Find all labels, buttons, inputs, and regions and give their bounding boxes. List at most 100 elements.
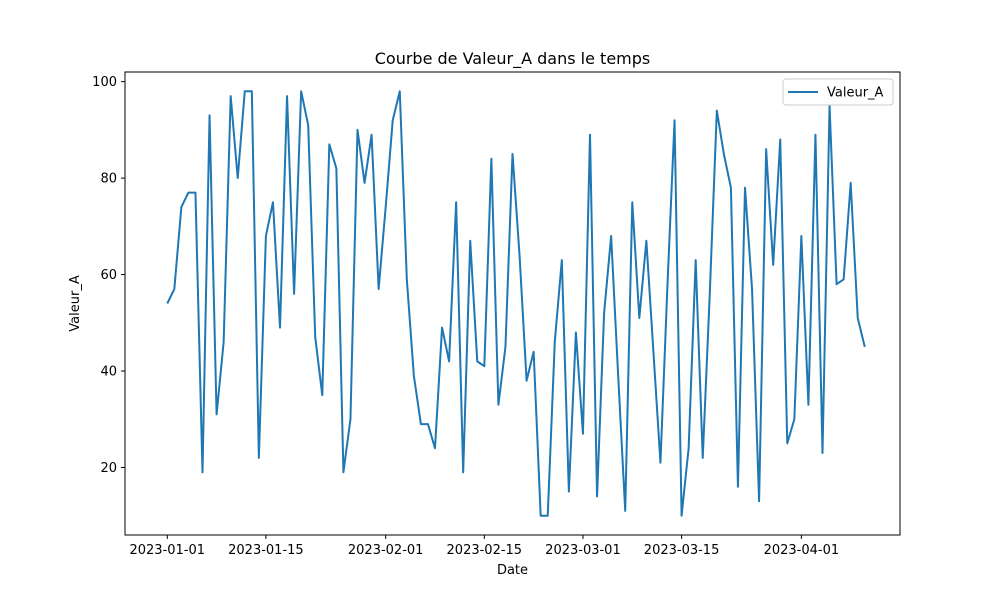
data-point xyxy=(265,235,266,236)
y-tick-label: 40 xyxy=(100,365,117,380)
data-point xyxy=(435,448,436,449)
data-point xyxy=(463,472,464,473)
x-tick-label: 2023-03-15 xyxy=(644,543,720,558)
data-point xyxy=(836,284,837,285)
data-point xyxy=(611,235,612,236)
data-point xyxy=(329,144,330,145)
data-point xyxy=(815,134,816,135)
data-point xyxy=(519,255,520,256)
data-point xyxy=(681,515,682,516)
x-tick-label: 2023-02-15 xyxy=(447,543,523,558)
data-point xyxy=(512,153,513,154)
data-point xyxy=(272,202,273,203)
data-point xyxy=(322,395,323,396)
data-point xyxy=(639,317,640,318)
data-point xyxy=(590,134,591,135)
data-point xyxy=(294,293,295,294)
plot-frame xyxy=(124,71,901,536)
data-point xyxy=(787,443,788,444)
data-point xyxy=(364,182,365,183)
data-point xyxy=(540,515,541,516)
data-point xyxy=(843,279,844,280)
data-point xyxy=(568,491,569,492)
data-point xyxy=(653,351,654,352)
data-point xyxy=(561,260,562,261)
data-point xyxy=(766,149,767,150)
data-point xyxy=(702,457,703,458)
data-point xyxy=(230,96,231,97)
data-point xyxy=(759,501,760,502)
data-point xyxy=(470,240,471,241)
data-point xyxy=(618,375,619,376)
data-point xyxy=(533,351,534,352)
y-axis-label: Valeur_A xyxy=(68,275,83,332)
y-tick-label: 60 xyxy=(100,268,117,283)
data-point xyxy=(547,515,548,516)
data-point xyxy=(442,327,443,328)
data-point xyxy=(526,380,527,381)
x-tick-label: 2023-01-15 xyxy=(228,543,304,558)
data-point xyxy=(343,472,344,473)
data-point xyxy=(371,134,372,135)
data-point xyxy=(674,120,675,121)
data-point xyxy=(406,279,407,280)
x-tick-label: 2023-01-01 xyxy=(129,543,205,558)
data-point xyxy=(604,313,605,314)
data-point xyxy=(773,264,774,265)
data-point xyxy=(350,419,351,420)
data-point xyxy=(801,235,802,236)
data-point xyxy=(864,346,865,347)
data-point xyxy=(695,260,696,261)
data-point xyxy=(174,289,175,290)
data-point xyxy=(597,496,598,497)
data-point xyxy=(723,153,724,154)
data-point xyxy=(378,289,379,290)
data-point xyxy=(554,342,555,343)
data-point xyxy=(258,457,259,458)
x-tick-label: 2023-04-01 xyxy=(764,543,840,558)
data-point xyxy=(808,404,809,405)
data-point xyxy=(752,289,753,290)
data-point xyxy=(385,207,386,208)
data-point xyxy=(449,361,450,362)
legend-label-valeur-a: Valeur_A xyxy=(827,86,884,101)
data-point xyxy=(357,129,358,130)
data-point xyxy=(399,91,400,92)
data-point xyxy=(660,462,661,463)
data-point xyxy=(477,361,478,362)
data-point xyxy=(216,414,217,415)
y-tick-label: 100 xyxy=(92,75,117,90)
plot-area xyxy=(166,90,866,517)
data-point xyxy=(646,240,647,241)
data-point xyxy=(237,178,238,179)
data-point xyxy=(857,317,858,318)
data-point xyxy=(301,91,302,92)
data-point xyxy=(308,125,309,126)
legend-frame xyxy=(782,78,894,106)
data-point xyxy=(181,207,182,208)
x-tick-label: 2023-03-01 xyxy=(545,543,621,558)
data-point xyxy=(730,187,731,188)
chart-title: Courbe de Valeur_A dans le temps xyxy=(375,49,651,69)
data-point xyxy=(427,424,428,425)
data-point xyxy=(413,375,414,376)
data-point xyxy=(287,96,288,97)
y-axis: 20 40 60 80 100 xyxy=(92,75,125,476)
y-tick-label: 80 xyxy=(100,172,117,187)
data-point xyxy=(850,182,851,183)
data-point xyxy=(822,453,823,454)
data-point xyxy=(195,192,196,193)
data-point xyxy=(251,91,252,92)
data-point xyxy=(709,293,710,294)
data-point xyxy=(167,303,168,304)
data-point xyxy=(209,115,210,116)
data-point xyxy=(420,424,421,425)
y-tick-label: 20 xyxy=(100,461,117,476)
x-tick-label: 2023-02-01 xyxy=(348,543,424,558)
data-point xyxy=(582,433,583,434)
data-point xyxy=(632,202,633,203)
data-point xyxy=(575,332,576,333)
data-point xyxy=(491,158,492,159)
data-point xyxy=(280,327,281,328)
data-point xyxy=(688,448,689,449)
